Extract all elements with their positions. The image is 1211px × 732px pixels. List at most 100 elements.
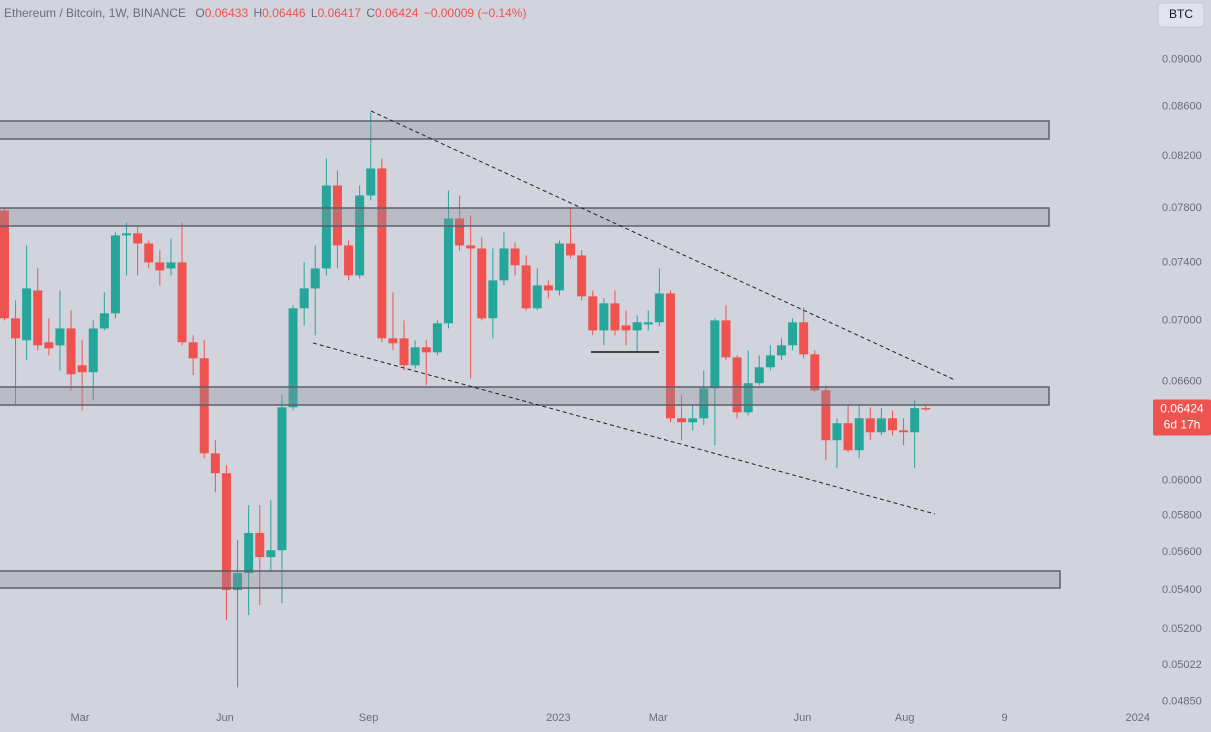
y-tick-label: 0.07400 <box>1162 257 1202 269</box>
candle-body <box>388 338 398 344</box>
candle-body <box>144 243 154 263</box>
x-tick-label: Mar <box>70 712 89 724</box>
candle-body <box>821 390 831 441</box>
candle-body <box>843 423 853 451</box>
candle-body <box>377 168 387 339</box>
candle-body <box>832 423 842 441</box>
candle-body <box>344 245 354 276</box>
candle-body <box>643 322 653 325</box>
candle-body <box>632 322 642 331</box>
y-tick-label: 0.05600 <box>1162 546 1202 558</box>
candle-body <box>610 303 620 331</box>
candle-body <box>566 243 576 256</box>
candle-body <box>266 550 276 558</box>
candle-body <box>443 218 453 324</box>
zone <box>0 570 1061 589</box>
zone <box>0 207 1050 227</box>
candle-body <box>599 303 609 331</box>
y-tick-label: 0.08200 <box>1162 150 1202 162</box>
x-tick-label: 2024 <box>1126 712 1150 724</box>
candle-body <box>754 367 764 384</box>
candle-body <box>732 357 742 413</box>
ohlc-value: 0.06446 <box>262 6 306 20</box>
candles <box>0 112 931 688</box>
ohlc-value: 0.06417 <box>318 6 362 20</box>
y-tick-label: 0.07800 <box>1162 202 1202 214</box>
change: −0.00009 (−0.14%) <box>424 6 527 20</box>
candle-body <box>854 418 864 451</box>
y-tick-label: 0.06000 <box>1162 474 1202 486</box>
x-tick-label: Mar <box>649 712 668 724</box>
candle-body <box>477 248 487 319</box>
symbol-title: Ethereum / Bitcoin, 1W, BINANCE <box>4 6 186 20</box>
y-tick-label: 0.05200 <box>1162 623 1202 635</box>
candle-body <box>810 354 820 391</box>
candle-body <box>66 328 76 375</box>
currency-label[interactable]: BTC <box>1169 7 1193 21</box>
candle-body <box>899 430 909 433</box>
candle-body <box>788 322 798 346</box>
candle-body <box>288 308 298 408</box>
y-tick-label: 0.05022 <box>1162 659 1202 671</box>
candle-body <box>743 383 753 413</box>
ohlc-letter: L <box>311 6 318 20</box>
y-tick-label: 0.05400 <box>1162 584 1202 596</box>
candle-body <box>110 235 120 314</box>
candle-body <box>11 318 21 339</box>
y-tick-label: 0.05800 <box>1162 510 1202 522</box>
y-tick-label: 0.07000 <box>1162 314 1202 326</box>
candle-body <box>310 268 320 289</box>
candle-body <box>521 265 531 309</box>
candle-body <box>865 418 875 433</box>
ohlc-letter: O <box>195 6 204 20</box>
header: Ethereum / Bitcoin, 1W, BINANCE O0.06433… <box>4 6 526 20</box>
candle-body <box>188 342 198 359</box>
ohlc-letter: C <box>366 6 375 20</box>
candle-body <box>33 290 43 346</box>
y-tick-label: 0.08600 <box>1162 101 1202 113</box>
candle-body <box>233 573 243 591</box>
y-tick-label: 0.04850 <box>1162 695 1202 707</box>
price-label: 0.06424 <box>1160 402 1204 416</box>
candle-body <box>332 185 342 246</box>
candle-body <box>621 325 631 331</box>
currency-button[interactable] <box>1157 2 1205 28</box>
candle-body <box>0 210 9 319</box>
countdown: 6d 17h <box>1164 418 1201 432</box>
candle-body <box>88 328 98 373</box>
candle-body <box>210 453 220 474</box>
candle-body <box>665 293 675 419</box>
drawings <box>0 110 1061 589</box>
candle-body <box>776 345 786 356</box>
candle-body <box>677 418 687 423</box>
candle-body <box>255 532 265 558</box>
candle-body <box>355 195 365 276</box>
candle-body <box>721 320 731 358</box>
candle-body <box>410 347 420 366</box>
candle-body <box>432 323 442 353</box>
candle-body <box>133 233 143 244</box>
candle-body <box>177 262 187 343</box>
candle-body <box>488 280 498 319</box>
candle-body <box>77 365 87 373</box>
trend-line <box>370 110 956 381</box>
candle-body <box>887 418 897 431</box>
zone <box>0 120 1050 140</box>
candle-body <box>466 245 476 249</box>
candle-body <box>55 328 65 346</box>
x-tick-label: Jun <box>794 712 812 724</box>
candle-body <box>699 388 709 419</box>
candle-body <box>321 185 331 269</box>
candle-body <box>421 347 431 353</box>
candle-body <box>244 532 254 574</box>
x-tick-label: 2023 <box>546 712 570 724</box>
candle-body <box>455 218 465 246</box>
y-tick-label: 0.06600 <box>1162 375 1202 387</box>
candle-body <box>688 418 698 423</box>
candle-body <box>577 255 587 297</box>
candle-body <box>799 322 809 355</box>
candle-body <box>588 296 598 331</box>
candle-body <box>366 168 376 196</box>
